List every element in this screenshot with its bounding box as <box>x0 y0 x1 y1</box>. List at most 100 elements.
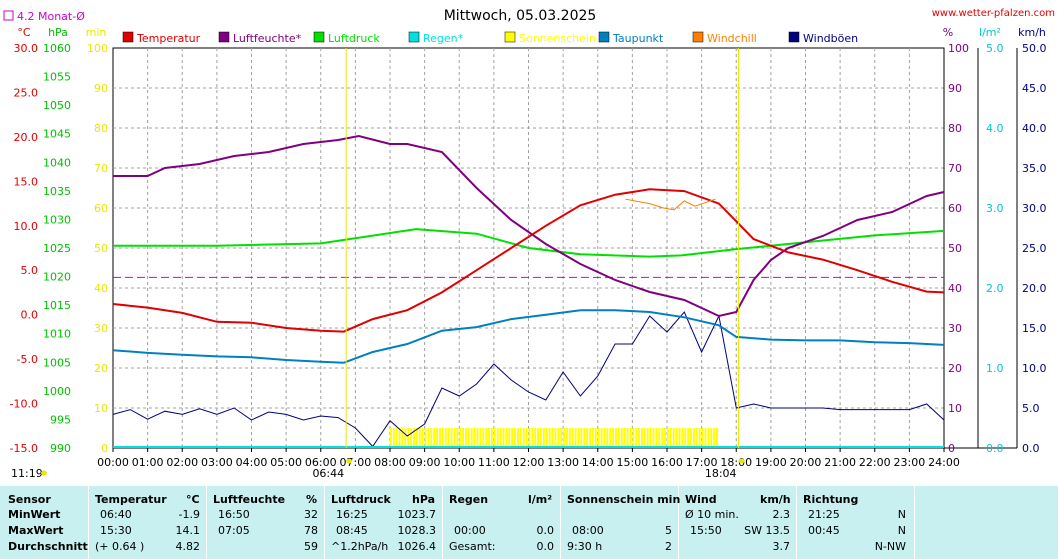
sunshine-bar <box>554 428 557 448</box>
sunshine-bar <box>407 428 410 448</box>
temp-max-value: 14.1 <box>175 524 201 537</box>
wind-min-value: 2.3 <box>772 508 791 521</box>
sunshine-bar <box>522 428 525 448</box>
min-tick-label: 90 <box>94 82 108 95</box>
rain-max-value: 0.0 <box>536 524 555 537</box>
sunshine-bar <box>632 428 635 448</box>
wind-header: Wind <box>685 493 717 506</box>
kmh-tick-label: 10.0 <box>1022 362 1047 375</box>
sunshine-bar <box>505 428 508 448</box>
sun-header: Sonnenschein min <box>567 493 681 506</box>
sunshine-bar <box>629 428 632 448</box>
sunshine-bar <box>551 428 554 448</box>
temp-max-time: 15:30 <box>100 524 132 537</box>
sunshine-bar <box>678 428 681 448</box>
legend-label: Windchill <box>707 32 757 45</box>
sunshine-bar <box>566 428 568 448</box>
temp-avg-value: 4.82 <box>175 540 201 553</box>
sunshine-bar <box>667 428 669 448</box>
rain-header: Regen <box>449 493 489 506</box>
weather-chart: 30.0 25.0 20.0 15.0 10.0 5.0 0.0 -5.0 -10.0 -15.0… <box>3 8 1055 480</box>
sunshine-bar <box>436 428 439 448</box>
sunshine-bar <box>453 428 456 448</box>
sunshine-bar <box>413 428 415 448</box>
hpa-tick-label: 1050 <box>43 99 71 112</box>
dir-header: Richtung <box>803 493 859 506</box>
hum-max-time: 07:05 <box>218 524 250 537</box>
pct-tick-label: 90 <box>948 82 962 95</box>
hum-max-value: 78 <box>304 524 318 537</box>
series-line-luftfeuchte <box>113 134 945 318</box>
dir-avg-value: N-NW <box>874 540 906 553</box>
sunshine-bar <box>649 428 652 448</box>
press-header: Luftdruck <box>331 493 391 506</box>
hum-header: Luftfeuchte <box>213 493 286 506</box>
x-tick-label: 04:00 <box>236 456 268 469</box>
sunshine-bar <box>450 428 453 448</box>
sunshine-bar <box>508 428 511 448</box>
min-tick-label: 100 <box>87 42 108 55</box>
pct-tick-label: 80 <box>948 122 962 135</box>
temp-tick-label: 10.0 <box>14 220 39 233</box>
x-tick-label: 14:00 <box>582 456 614 469</box>
sunshine-bar <box>401 428 404 448</box>
hpa-tick-label: 1045 <box>43 128 71 141</box>
sunshine-bar <box>615 428 617 448</box>
rain-max-time: 00:00 <box>454 524 486 537</box>
temp-min-value: -1.9 <box>178 508 200 521</box>
sunrise-label: 06:44 <box>312 467 344 480</box>
x-tick-label: 21:00 <box>824 456 856 469</box>
sunshine-bar <box>716 428 718 448</box>
hpa-tick-label: 1010 <box>43 328 71 341</box>
sunshine-bar <box>643 428 646 448</box>
sunshine-bar <box>511 428 514 448</box>
sunshine-bar <box>473 428 476 448</box>
row-max: MaxWert <box>8 524 64 537</box>
kmh-tick-label: 40.0 <box>1022 122 1047 135</box>
series-line-taupunkt <box>112 309 945 364</box>
rain-avg-value: 0.0 <box>536 540 555 553</box>
x-tick-label: 01:00 <box>132 456 164 469</box>
sunshine-bar <box>661 428 664 448</box>
hpa-tick-label: 1060 <box>43 42 71 55</box>
row-min: MinWert <box>8 508 61 521</box>
wind-min-note: Ø 10 min. <box>685 508 739 521</box>
hpa-tick-label: 1020 <box>43 271 71 284</box>
sunshine-bar <box>421 428 424 448</box>
legend-swatch <box>788 31 800 43</box>
kmh-tick-label: 15.0 <box>1022 322 1047 335</box>
min-tick-label: 70 <box>94 162 108 175</box>
sunshine-bar <box>577 428 580 448</box>
x-tick-label: 09:00 <box>409 456 441 469</box>
legend-label: Windböen <box>803 32 858 45</box>
sun-avg-value: 2 <box>665 540 672 553</box>
sunshine-bar <box>635 428 638 448</box>
x-tick-label: 24:00 <box>928 456 960 469</box>
press-avg-value: 1026.4 <box>397 540 437 553</box>
sunshine-bar <box>571 428 574 448</box>
legend-label: Luftdruck <box>328 32 380 45</box>
legend-label: Sonnenschein <box>519 32 596 45</box>
sunshine-bar <box>586 428 589 448</box>
pct-tick-label: 50 <box>948 242 962 255</box>
sunshine-bar <box>580 428 583 448</box>
rain-tick-label: 0.0 <box>986 442 1004 455</box>
sunshine-bar <box>664 428 666 448</box>
sunshine-bar <box>609 428 612 448</box>
sunshine-bar <box>392 428 395 448</box>
series-lines <box>112 134 945 448</box>
sun-avg-note: 9:30 h <box>567 540 603 553</box>
hpa-tick-label: 1005 <box>43 356 71 369</box>
hpa-tick-label: 1030 <box>43 213 71 226</box>
sunshine-bar <box>514 428 516 448</box>
sunshine-bar <box>415 428 418 448</box>
sunshine-bar <box>534 428 537 448</box>
sunshine-bar <box>591 428 594 448</box>
sunshine-bar <box>603 428 606 448</box>
sunshine-bar <box>545 428 548 448</box>
sunshine-bar <box>612 428 615 448</box>
dir-min-time: 21:25 <box>808 508 840 521</box>
temp-unit: °C <box>17 26 31 39</box>
statistics-table: Sensor MinWert MaxWert Durchschnitt Temp… <box>0 486 1058 559</box>
sunshine-bar <box>606 428 609 448</box>
